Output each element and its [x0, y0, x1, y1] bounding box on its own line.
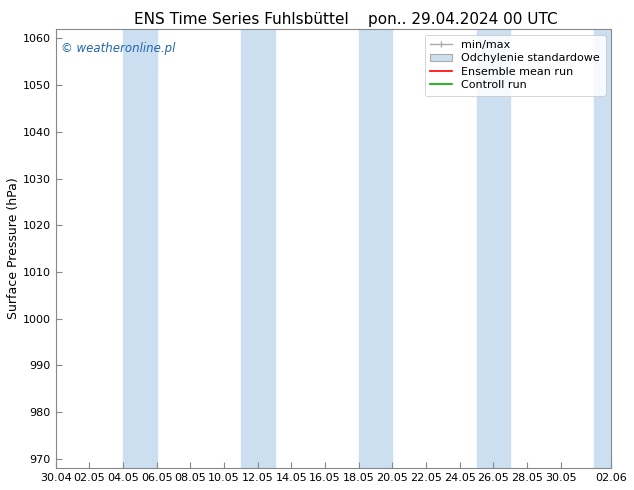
Bar — [241, 29, 275, 468]
Text: pon.. 29.04.2024 00 UTC: pon.. 29.04.2024 00 UTC — [368, 12, 558, 27]
Text: © weatheronline.pl: © weatheronline.pl — [61, 42, 176, 55]
Legend: min/max, Odchylenie standardowe, Ensemble mean run, Controll run: min/max, Odchylenie standardowe, Ensembl… — [425, 35, 605, 96]
Y-axis label: Surface Pressure (hPa): Surface Pressure (hPa) — [7, 178, 20, 319]
Bar — [477, 29, 510, 468]
Bar — [123, 29, 157, 468]
Bar — [594, 29, 634, 468]
Text: ENS Time Series Fuhlsbüttel: ENS Time Series Fuhlsbüttel — [134, 12, 348, 27]
Bar — [359, 29, 392, 468]
